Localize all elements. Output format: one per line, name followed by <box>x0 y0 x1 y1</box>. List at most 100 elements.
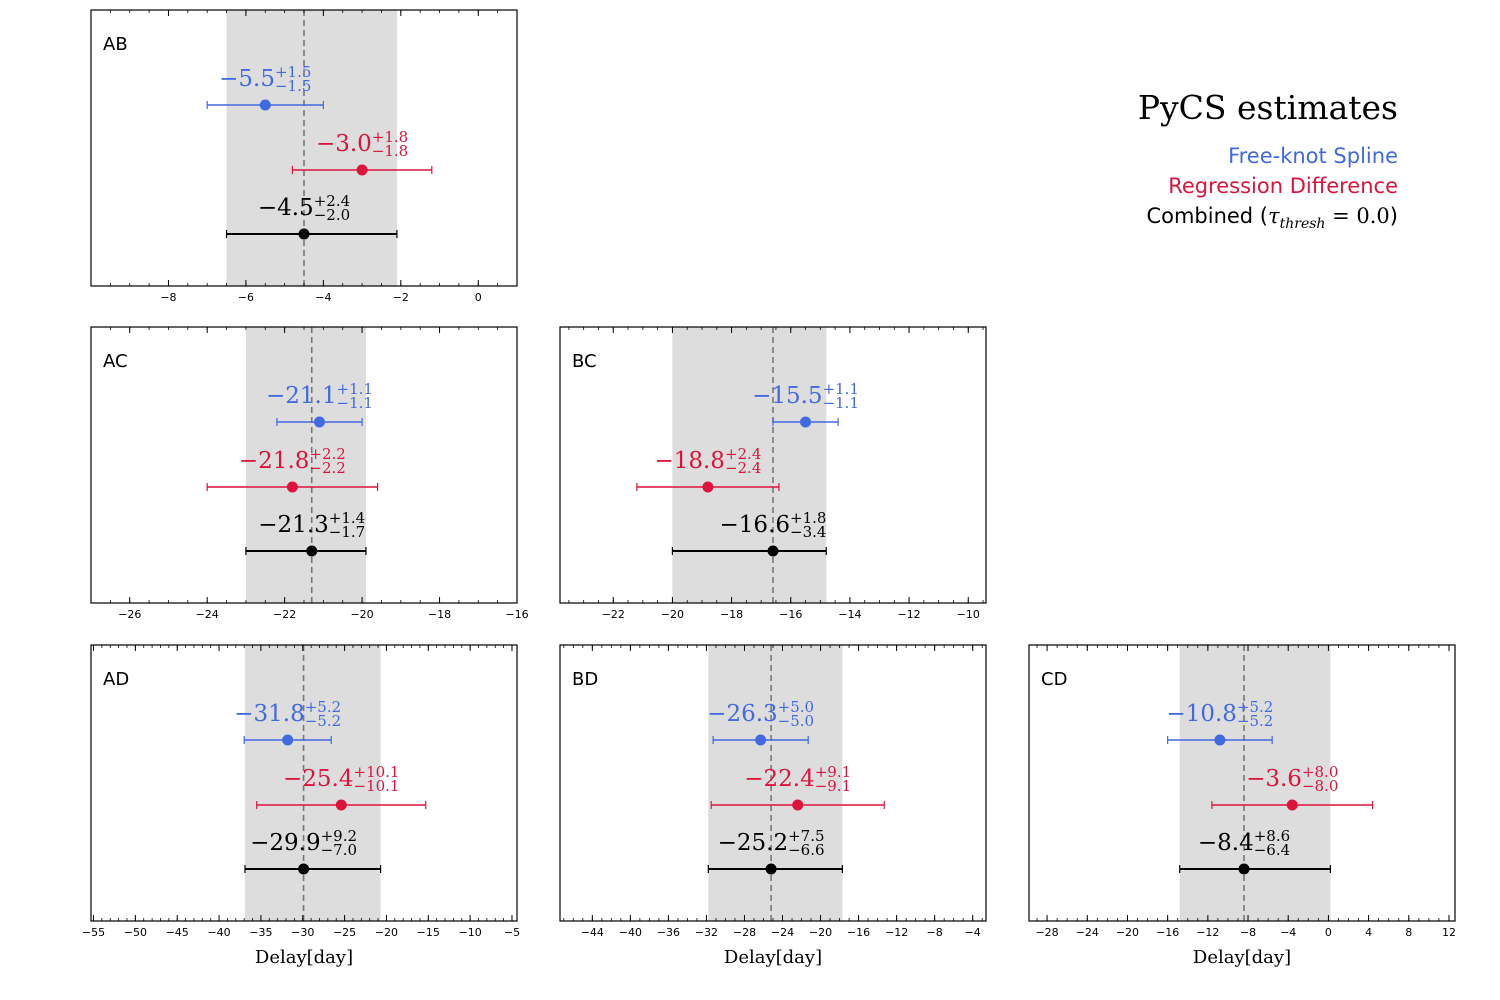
x-tick-label: −10 <box>957 608 980 621</box>
x-tick-label: −26 <box>118 608 141 621</box>
x-tick-label: −36 <box>657 926 680 939</box>
x-tick-label: −4 <box>1280 926 1296 939</box>
estimate-label-value: −26.3 <box>707 701 777 727</box>
x-tick-label: −20 <box>809 926 832 939</box>
x-tick-label: 8 <box>1405 926 1412 939</box>
panel-label: BD <box>572 669 598 690</box>
estimate-label-minus: −7.0 <box>321 841 357 859</box>
data-point <box>755 734 767 746</box>
x-tick-label: −16 <box>847 926 870 939</box>
estimate-spline: −10.8 +5.2−5.2 <box>1166 698 1273 746</box>
data-point <box>765 863 777 875</box>
panel-label: BC <box>572 351 597 372</box>
x-tick-label: −20 <box>1116 926 1139 939</box>
estimate-label-minus: −2.2 <box>309 459 345 477</box>
estimate-label-plus: +8.0 <box>1302 763 1338 781</box>
x-tick-label: 4 <box>1365 926 1372 939</box>
estimate-spline: −5.5 +1.5−1.5 <box>206 63 324 111</box>
estimate-regdiff: −22.4 +9.1−9.1 <box>710 763 885 811</box>
estimate-label-plus: +1.8 <box>790 509 826 527</box>
data-point <box>792 799 804 811</box>
estimate-label-value: −4.5 <box>258 195 314 221</box>
estimate-label-minus: −1.5 <box>275 77 311 95</box>
estimate-label-value: −21.8 <box>239 448 309 474</box>
x-tick-label: −8 <box>927 926 943 939</box>
x-tick-label: 0 <box>1325 926 1332 939</box>
estimate-label-plus: +1.5 <box>275 63 311 81</box>
x-tick-label: −44 <box>581 926 604 939</box>
x-tick-label: −45 <box>166 926 189 939</box>
estimate-label-plus: +2.4 <box>725 445 761 463</box>
x-tick-label: −15 <box>417 926 440 939</box>
x-tick-label: −12 <box>1196 926 1219 939</box>
estimate-label-minus: −1.7 <box>329 523 365 541</box>
axes-frame <box>90 9 518 287</box>
x-tick-label: −22 <box>602 608 625 621</box>
estimate-label-plus: +10.1 <box>354 763 400 781</box>
legend-tau-value: = 0.0 <box>1325 204 1390 228</box>
estimate-label-plus: +2.2 <box>309 445 345 463</box>
estimate-spline: −15.5 +1.1−1.1 <box>752 380 859 428</box>
x-tick-label: −12 <box>885 926 908 939</box>
estimate-combined: −4.5 +2.4−2.0 <box>225 192 398 240</box>
estimate-label-value: −21.1 <box>266 383 336 409</box>
x-tick-label: −4 <box>965 926 981 939</box>
estimate-label-value: −5.5 <box>219 66 275 92</box>
estimate-label-value: −16.6 <box>720 512 790 538</box>
x-tick-label: −40 <box>207 926 230 939</box>
estimate-regdiff: −25.4 +10.1−10.1 <box>256 763 427 811</box>
estimate-combined: −21.3 +1.4−1.7 <box>245 509 367 557</box>
legend-label-combined-suffix: ) <box>1389 204 1398 228</box>
x-tick-label: −20 <box>375 926 398 939</box>
estimate-label-value: −22.4 <box>744 766 814 792</box>
estimate-label-value: −3.0 <box>316 131 372 157</box>
data-point <box>286 481 298 493</box>
estimate-label-value: −18.8 <box>654 448 724 474</box>
uncertainty-band <box>245 327 366 603</box>
data-point <box>298 228 310 240</box>
legend-tau-symbol: τ <box>1268 204 1280 228</box>
estimate-label-plus: +1.1 <box>823 380 859 398</box>
x-tick-label: −28 <box>733 926 756 939</box>
x-tick-label: −16 <box>505 608 528 621</box>
data-point <box>298 863 310 875</box>
x-tick-label: −16 <box>1156 926 1179 939</box>
x-axis-label: Delay[day] <box>1193 947 1291 968</box>
panel-label: CD <box>1041 669 1067 690</box>
estimate-label-plus: +9.2 <box>321 827 357 845</box>
estimate-label-minus: −1.1 <box>823 394 859 412</box>
estimate-label-plus: +1.1 <box>337 380 373 398</box>
panel-label: AB <box>103 34 128 55</box>
estimate-label-plus: +8.6 <box>1254 827 1290 845</box>
estimate-label-plus: +1.8 <box>372 128 408 146</box>
x-tick-label: −10 <box>459 926 482 939</box>
x-tick-label: −55 <box>82 926 105 939</box>
axes-frame <box>1028 644 1456 922</box>
x-tick-label: −30 <box>291 926 314 939</box>
estimate-label-minus: −10.1 <box>354 777 400 795</box>
uncertainty-band <box>672 327 827 603</box>
estimate-label-value: −3.6 <box>1246 766 1302 792</box>
estimate-label-minus: −5.2 <box>1237 712 1273 730</box>
estimate-label-plus: +1.4 <box>329 509 365 527</box>
data-point <box>356 164 368 176</box>
panel-bc: −22 −20 −18 −16 −14 −12 −10 BC −15.5 +1.1−1.1 −18.… <box>559 326 987 621</box>
panel-ab: −8 −6 −4 −2 0AB−5.5 +1.5−1.5−3.0 +1.8−1.8−4.5 +… <box>90 9 518 304</box>
estimate-spline: −31.8 +5.2−5.2 <box>234 698 341 746</box>
data-point <box>1214 734 1226 746</box>
estimate-label-value: −10.8 <box>1166 701 1236 727</box>
legend-entry-regdiff: Regression Difference <box>1100 171 1398 201</box>
x-axis-label: Delay[day] <box>724 947 822 968</box>
data-point <box>282 734 294 746</box>
uncertainty-band <box>226 10 397 286</box>
legend-entry-spline: Free-knot Spline <box>1100 141 1398 171</box>
x-tick-label: −24 <box>771 926 794 939</box>
estimate-label-minus: −2.4 <box>725 459 761 477</box>
x-tick-label: −20 <box>350 608 373 621</box>
estimate-regdiff: −3.0 +1.8−1.8 <box>291 128 433 176</box>
estimate-label-minus: −3.4 <box>790 523 826 541</box>
x-tick-label: −12 <box>897 608 920 621</box>
data-point <box>306 545 318 557</box>
